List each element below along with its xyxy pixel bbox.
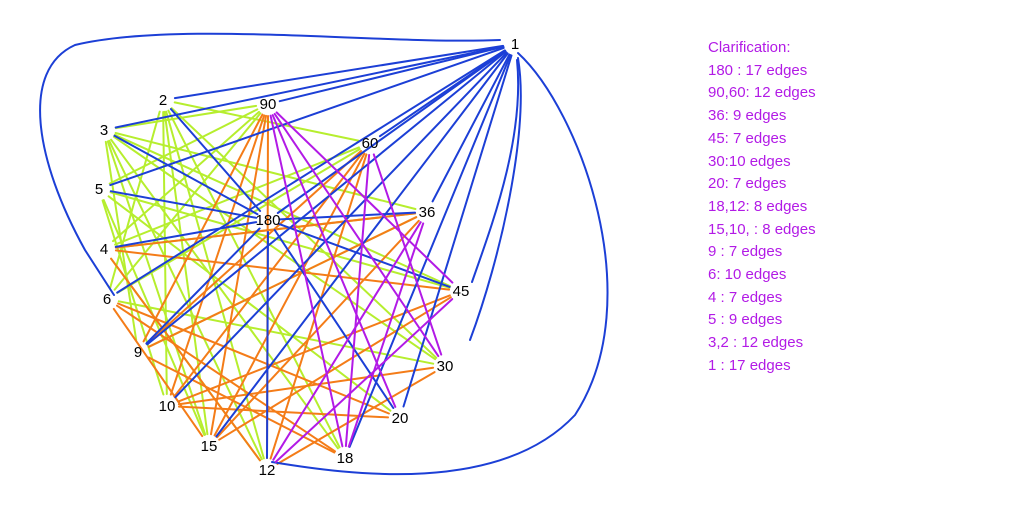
legend-item: 5 : 9 edges bbox=[708, 311, 783, 329]
node-label-36: 36 bbox=[419, 204, 436, 221]
legend-item: 1 : 17 edges bbox=[708, 356, 791, 374]
edge-1-180 bbox=[276, 50, 507, 214]
node-label-1: 1 bbox=[511, 36, 519, 53]
edge-90-10 bbox=[169, 114, 266, 396]
edge-15-6 bbox=[112, 307, 204, 438]
node-label-6: 6 bbox=[103, 291, 111, 308]
edge-12-4 bbox=[110, 257, 261, 462]
legend-item: 15,10, : 8 edges bbox=[708, 220, 816, 238]
edge-60-6 bbox=[116, 148, 361, 294]
edge-20-10 bbox=[178, 405, 389, 419]
edge-180-5 bbox=[109, 190, 258, 219]
edge-5-45 bbox=[109, 191, 451, 289]
node-label-60: 60 bbox=[362, 135, 379, 152]
legend-item: 4 : 7 edges bbox=[708, 288, 783, 306]
node-label-90: 90 bbox=[260, 96, 277, 113]
node-label-45: 45 bbox=[453, 283, 470, 300]
legend-item: 20: 7 edges bbox=[708, 175, 787, 193]
legend-item: 18,12: 8 edges bbox=[708, 197, 808, 215]
legend-item: 180 : 17 edges bbox=[708, 61, 808, 79]
node-label-30: 30 bbox=[437, 358, 454, 375]
edge-1-36 bbox=[431, 53, 511, 203]
edge-2-18 bbox=[167, 109, 341, 449]
edge-90-3 bbox=[114, 104, 258, 130]
edge-1-90 bbox=[278, 45, 505, 103]
edge-90-45 bbox=[275, 111, 454, 284]
legend-item: 90,60: 12 edges bbox=[708, 84, 816, 102]
edge-1-2 bbox=[173, 44, 505, 100]
edge-180-9 bbox=[145, 227, 261, 345]
node-label-10: 10 bbox=[159, 398, 176, 415]
edge-180-4 bbox=[114, 221, 258, 248]
edge-90-9 bbox=[142, 113, 264, 343]
edge-1-5 bbox=[109, 46, 505, 187]
edge-3-30 bbox=[112, 135, 437, 361]
edge-45-15 bbox=[218, 296, 452, 441]
edge-90-18 bbox=[269, 114, 344, 448]
edge-1-3 bbox=[114, 45, 505, 129]
edge-18-6 bbox=[116, 304, 336, 453]
edge-36-4 bbox=[114, 212, 417, 249]
edge-90-30 bbox=[273, 112, 440, 358]
edge-180-36 bbox=[279, 211, 416, 221]
edge-3-15 bbox=[106, 140, 207, 436]
node-label-3: 3 bbox=[100, 122, 108, 139]
edge-36-9 bbox=[147, 216, 418, 348]
edge-1-20 bbox=[402, 54, 513, 408]
edge-1-12 bbox=[271, 52, 609, 476]
edge-45-4 bbox=[114, 249, 451, 291]
edge-5-20 bbox=[107, 195, 392, 412]
edge-180-2 bbox=[169, 108, 262, 212]
node-label-180: 180 bbox=[255, 212, 280, 229]
legend-item: 45: 7 edges bbox=[708, 129, 787, 147]
edge-36-15 bbox=[216, 219, 420, 439]
edge-90-20 bbox=[271, 114, 397, 408]
legend-heading: Clarification: bbox=[708, 39, 791, 56]
legend-item: 6: 10 edges bbox=[708, 266, 787, 284]
edge-30-10 bbox=[177, 366, 435, 406]
legend-item: 36: 9 edges bbox=[708, 107, 787, 125]
edge-180-12 bbox=[266, 231, 269, 459]
clarification-legend: Clarification: 180 : 17 edges 90,60: 12 ed… bbox=[708, 37, 816, 378]
edge-60-18 bbox=[344, 154, 371, 447]
edge-3-18 bbox=[110, 138, 339, 450]
edge-180-45 bbox=[278, 223, 451, 288]
edge-1-4 bbox=[39, 32, 501, 296]
edge-60-12 bbox=[269, 153, 368, 460]
edge-180-20 bbox=[273, 229, 395, 409]
edge-1-6 bbox=[116, 49, 506, 294]
edge-90-15 bbox=[210, 114, 267, 436]
edge-90-4 bbox=[112, 110, 260, 243]
edge-36-12 bbox=[272, 221, 422, 461]
node-label-2: 2 bbox=[159, 92, 167, 109]
edge-1-45 bbox=[471, 59, 520, 283]
node-label-20: 20 bbox=[392, 410, 409, 427]
edge-20-6 bbox=[117, 302, 390, 415]
edge-90-6 bbox=[113, 112, 262, 291]
node-label-18: 18 bbox=[337, 450, 354, 467]
node-label-15: 15 bbox=[201, 438, 218, 455]
edge-1-9 bbox=[146, 50, 507, 346]
graph-edges bbox=[39, 32, 609, 476]
node-label-12: 12 bbox=[259, 462, 276, 479]
legend-item: 3,2 : 12 edges bbox=[708, 334, 804, 352]
edge-3-12 bbox=[108, 139, 263, 461]
edge-1-30 bbox=[469, 57, 522, 341]
edge-180-3 bbox=[113, 134, 259, 216]
edge-60-9 bbox=[145, 150, 363, 345]
legend-item: 30:10 edges bbox=[708, 152, 791, 170]
edge-1-10 bbox=[174, 51, 508, 399]
legend-item: 9 : 7 edges bbox=[708, 243, 783, 261]
edge-60-30 bbox=[372, 153, 443, 356]
node-label-4: 4 bbox=[100, 241, 108, 258]
node-label-9: 9 bbox=[134, 344, 142, 361]
edge-5-10 bbox=[101, 199, 165, 396]
edge-2-12 bbox=[165, 110, 265, 460]
node-label-5: 5 bbox=[95, 181, 103, 198]
edge-45-12 bbox=[274, 298, 454, 463]
edge-36-18 bbox=[347, 222, 425, 448]
